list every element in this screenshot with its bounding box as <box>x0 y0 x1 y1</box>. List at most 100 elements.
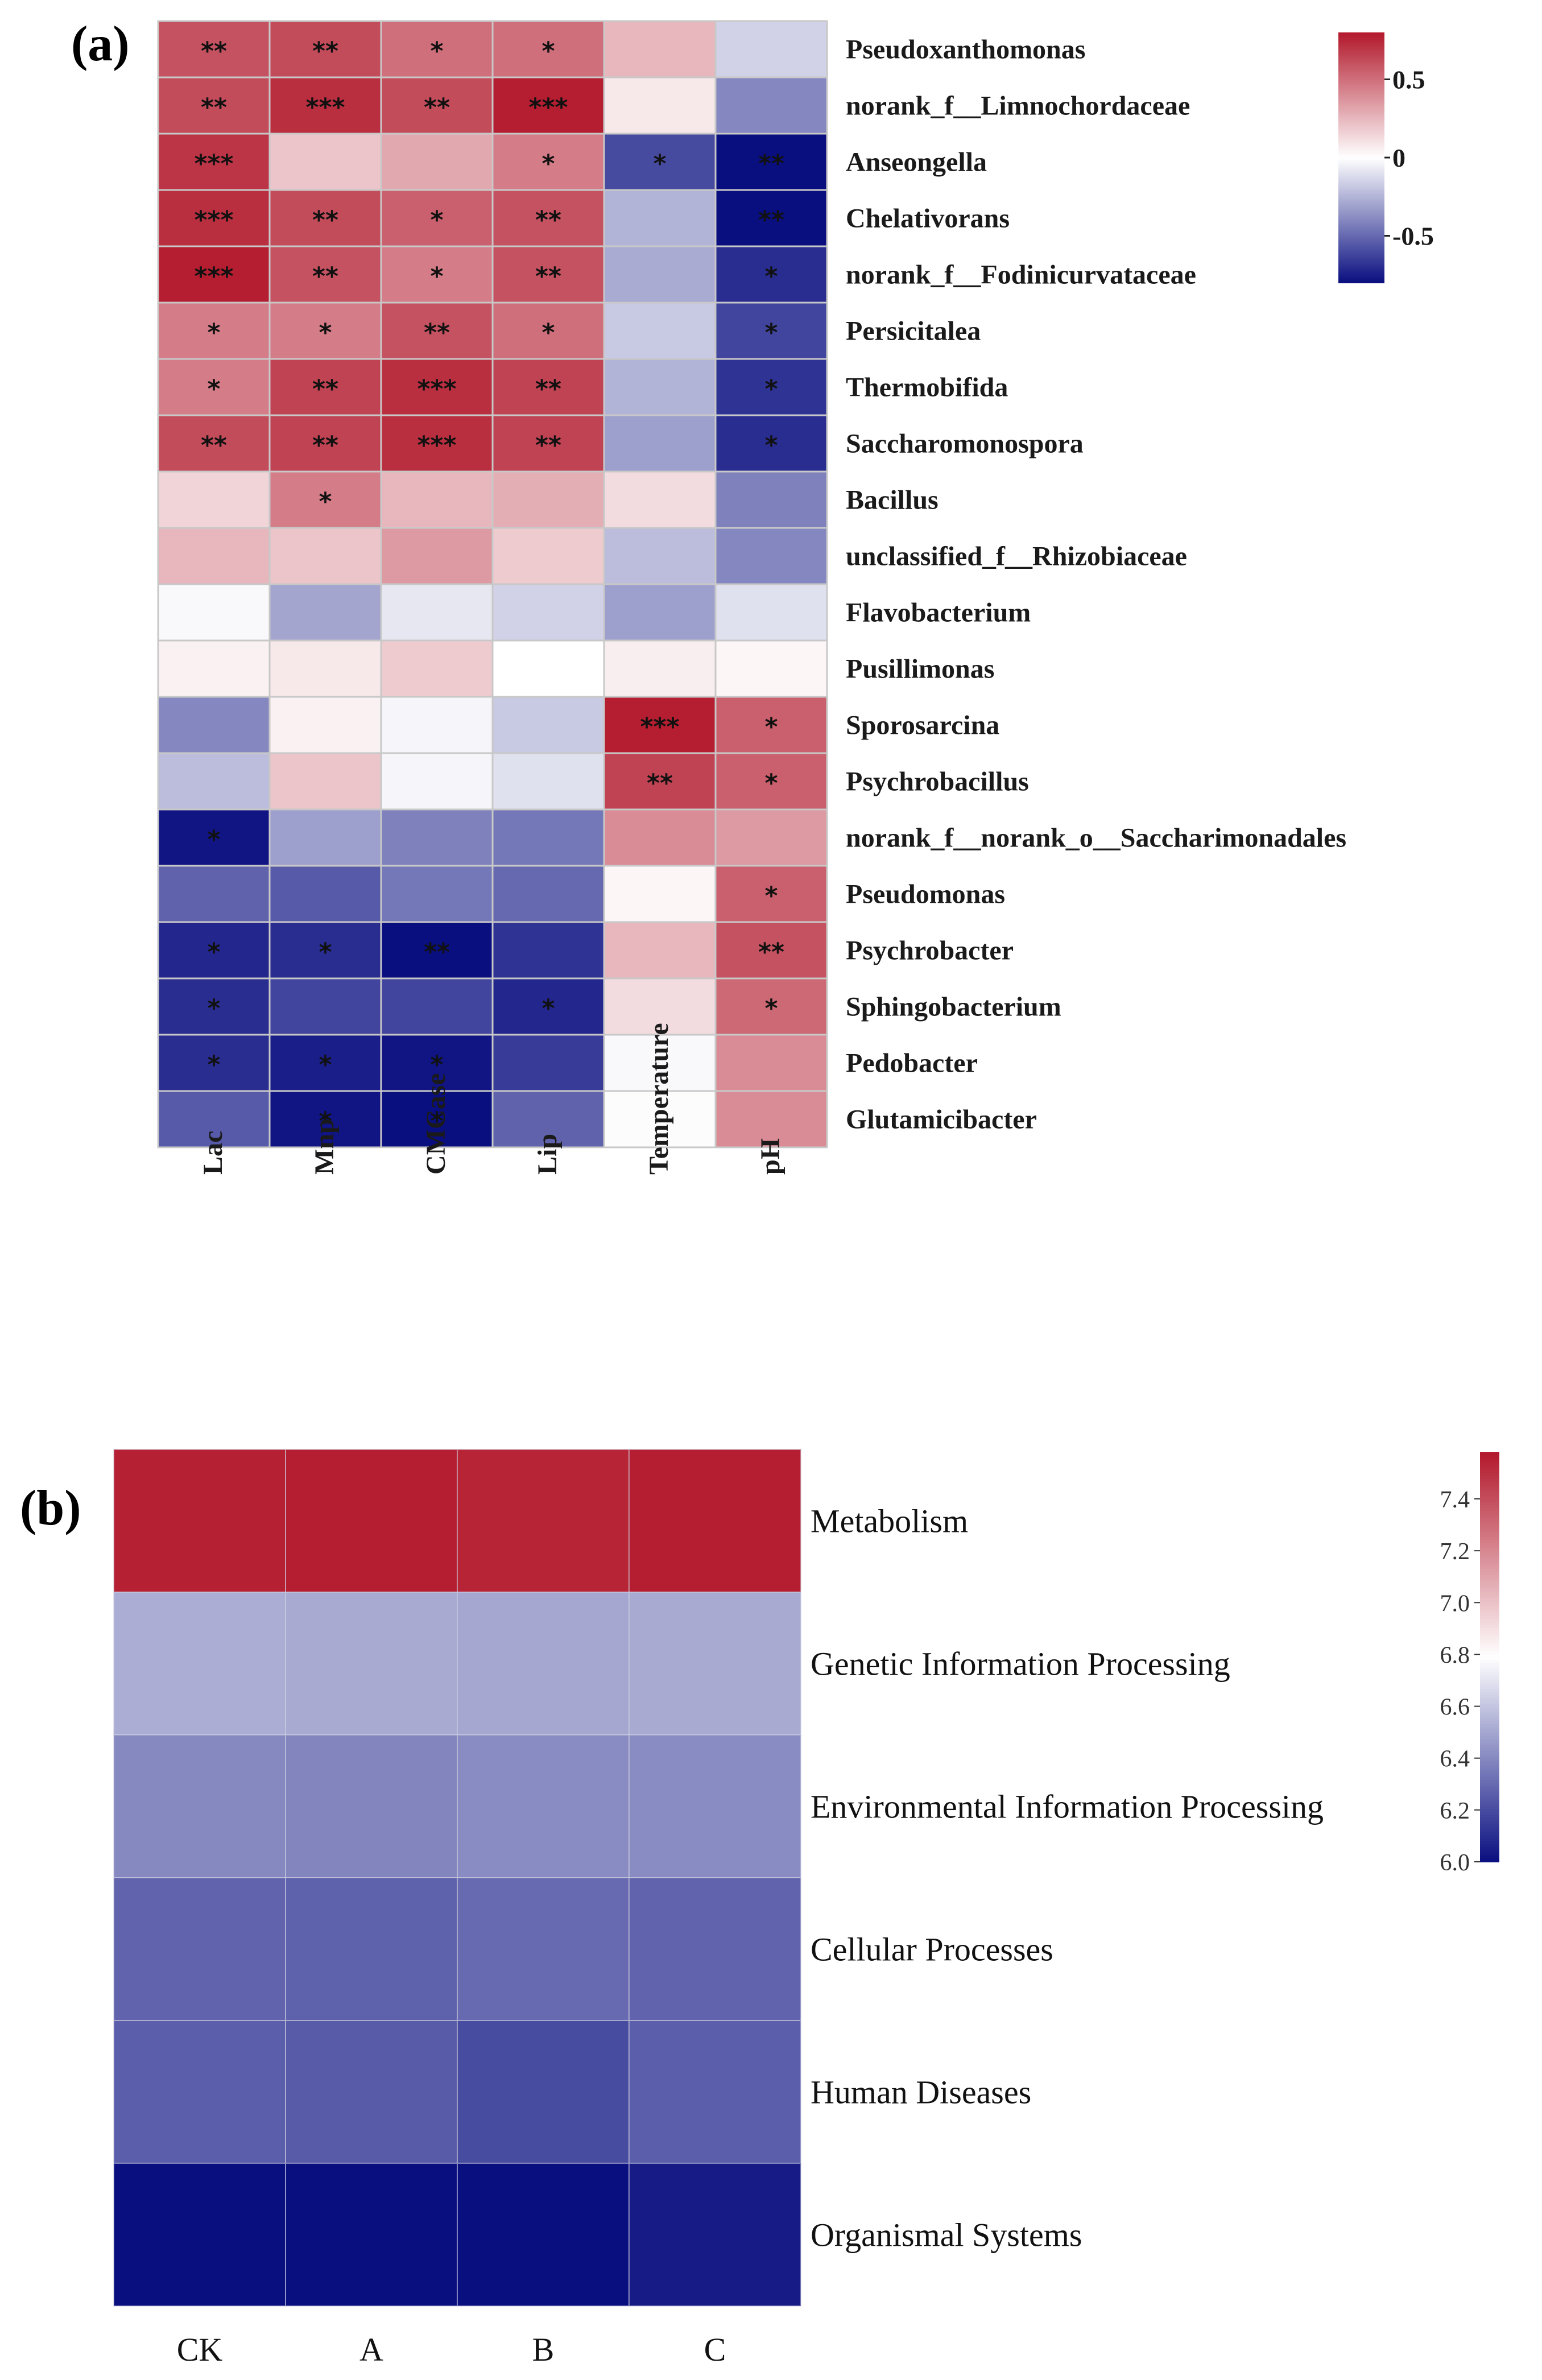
colorbar-segment <box>1338 253 1384 257</box>
colorbar-segment <box>1480 1651 1499 1655</box>
heat-cell <box>268 20 382 78</box>
colorbar-segment <box>1338 126 1384 129</box>
colorbar-segment <box>1480 1657 1499 1661</box>
colorbar-segment <box>1480 1648 1499 1652</box>
colorbar-segment <box>1338 180 1384 183</box>
colorbar-segment <box>1480 1709 1499 1713</box>
colorbar-segment <box>1480 1853 1499 1857</box>
colorbar-segment <box>1480 1788 1499 1792</box>
colorbar-segment <box>1480 1592 1499 1596</box>
heat-cell <box>603 1034 717 1092</box>
colorbar-tick-label: 7.2 <box>1440 1539 1470 1565</box>
colorbar-segment <box>1480 1733 1499 1737</box>
colorbar-segment <box>1480 1759 1499 1763</box>
colorbar-segment <box>1338 61 1384 64</box>
colorbar-segment <box>1338 212 1384 214</box>
colorbar-segment <box>1480 1627 1499 1631</box>
colorbar-segment <box>1480 1555 1499 1559</box>
colorbar-segment <box>1338 178 1384 181</box>
heat-cell <box>603 20 717 78</box>
colorbar-segment <box>1480 1768 1499 1772</box>
significance-mark: * <box>319 1051 332 1080</box>
colorbar-segment <box>1338 258 1384 261</box>
heat-cell <box>491 133 605 191</box>
colorbar-segment <box>1480 1841 1499 1845</box>
colorbar-segment <box>1480 1730 1499 1734</box>
colorbar-segment <box>1338 195 1384 198</box>
colorbar-segment <box>1480 1677 1499 1681</box>
significance-mark: * <box>319 319 332 348</box>
colorbar-segment <box>1338 111 1384 114</box>
colorbar-segment <box>1480 1803 1499 1807</box>
colorbar-segment <box>1338 137 1384 139</box>
colorbar-segment <box>1480 1531 1499 1535</box>
row-label: Thermobifida <box>846 373 1008 403</box>
row-labels-b: Metabolism Genetic Information Processing… <box>811 1503 1324 2254</box>
significance-mark: ** <box>312 431 338 460</box>
significance-mark: * <box>764 769 778 798</box>
colorbar-segment <box>1480 1832 1499 1836</box>
colorbar-segment <box>1480 1745 1499 1749</box>
colorbar-segment <box>1338 76 1384 79</box>
significance-mark: ** <box>535 431 561 460</box>
row-label: Chelativorans <box>846 204 1010 234</box>
heat-cell <box>491 583 605 642</box>
significance-mark: ** <box>758 206 784 235</box>
heat-cell <box>603 245 717 304</box>
colorbar-segment <box>1338 159 1384 163</box>
heat-cell <box>491 414 605 473</box>
heat-cell <box>113 1449 286 1593</box>
significance-mark: * <box>319 1107 332 1136</box>
colorbar-segment <box>1480 1610 1499 1614</box>
heat-cell <box>629 1734 801 1878</box>
significance-mark: ** <box>312 375 338 404</box>
colorbar-segment <box>1480 1642 1499 1646</box>
colorbar-segment <box>1480 1522 1499 1526</box>
colorbar-segment <box>1338 237 1384 239</box>
colorbar-segment <box>1338 274 1384 277</box>
heat-cell <box>268 583 382 642</box>
colorbar-segment <box>1480 1476 1499 1480</box>
heat-cell <box>714 865 828 923</box>
colorbar-segment <box>1480 1797 1499 1801</box>
significance-mark: * <box>319 938 332 967</box>
colorbar-segment <box>1480 1551 1499 1555</box>
colorbar-segment <box>1338 241 1384 244</box>
colorbar-a: 0.5 0 -0.5 <box>1338 32 1434 283</box>
heat-cell <box>285 1877 458 2021</box>
heat-cell <box>457 2163 630 2307</box>
colorbar-tick-label: 6.0 <box>1440 1850 1470 1876</box>
colorbar-segment <box>1480 1586 1499 1590</box>
colorbar-segment <box>1480 1747 1499 1751</box>
colorbar-segment <box>1480 1847 1499 1851</box>
colorbar-segment <box>1338 114 1384 117</box>
colorbar-segment <box>1338 172 1384 175</box>
colorbar-segment <box>1480 1786 1499 1790</box>
heat-cell <box>491 470 605 529</box>
heat-cell <box>491 1090 605 1148</box>
heat-cell <box>268 133 382 191</box>
row-label: Glutamicibacter <box>846 1105 1037 1135</box>
colorbar-segment <box>1480 1493 1499 1497</box>
heat-cell <box>380 245 494 304</box>
colorbar-segment <box>1480 1856 1499 1860</box>
colorbar-segment <box>1338 184 1384 188</box>
colorbar-segment <box>1480 1753 1499 1757</box>
significance-mark: * <box>764 713 778 742</box>
colorbar-segment <box>1480 1815 1499 1819</box>
colorbar-segment <box>1338 262 1384 265</box>
significance-mark: * <box>764 882 778 911</box>
colorbar-segment <box>1480 1809 1499 1813</box>
colorbar-segment <box>1480 1780 1499 1784</box>
colorbar-segment <box>1338 164 1384 167</box>
row-label: Flavobacterium <box>846 598 1031 628</box>
colorbar-segment <box>1480 1548 1499 1552</box>
heat-cell <box>157 583 271 642</box>
significance-mark: *** <box>305 93 345 122</box>
column-labels-b: CK A B C <box>177 2331 726 2368</box>
row-label: Environmental Information Processing <box>811 1788 1324 1825</box>
heat-cell <box>491 752 605 811</box>
colorbar-segment <box>1338 174 1384 177</box>
heat-cell <box>714 414 828 473</box>
colorbar-segment <box>1338 224 1384 227</box>
